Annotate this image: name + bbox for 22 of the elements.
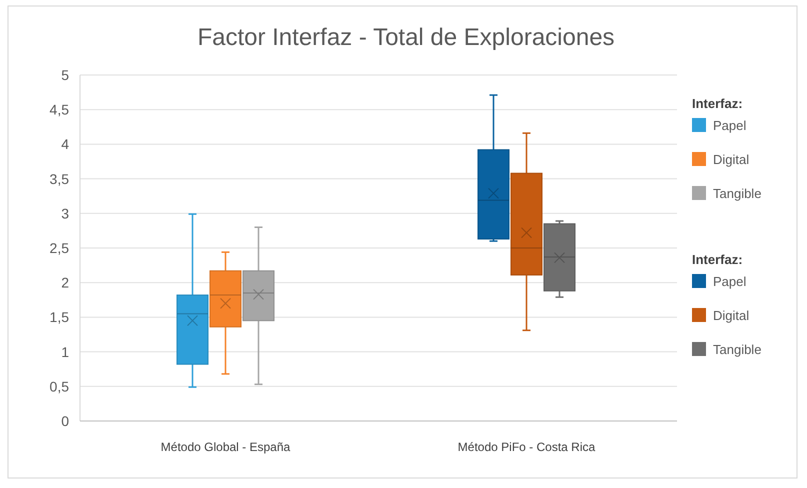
y-tick-label: 2,5	[50, 240, 70, 256]
x-tick-label: Método Global - España	[160, 440, 291, 454]
y-tick-label: 4,5	[50, 102, 70, 118]
chart-title: Factor Interfaz - Total de Exploraciones	[197, 24, 615, 51]
legend-label: Tangible	[713, 186, 762, 201]
legend-label: Papel	[713, 274, 746, 289]
y-tick-label: 1,5	[50, 309, 70, 326]
x-tick-label: Método PiFo - Costa Rica	[458, 440, 596, 454]
y-tick-label: 5	[61, 67, 70, 83]
y-tick-label: 1	[61, 344, 70, 360]
legend-label: Tangible	[713, 342, 762, 357]
y-tick-label: 0,5	[50, 378, 70, 394]
y-tick-label: 2	[61, 274, 70, 291]
y-tick-label: 4	[61, 136, 70, 152]
text: Interfaz:	[692, 252, 743, 267]
legend-label: Papel	[713, 118, 746, 133]
y-tick-label: 3,5	[50, 170, 70, 187]
legend-label: Digital	[713, 308, 750, 323]
legend-title: Interfaz:	[692, 96, 743, 111]
legend-label: Digital	[713, 152, 750, 167]
y-tick-label: 3	[61, 205, 70, 222]
y-tick-label: 0	[61, 413, 70, 429]
